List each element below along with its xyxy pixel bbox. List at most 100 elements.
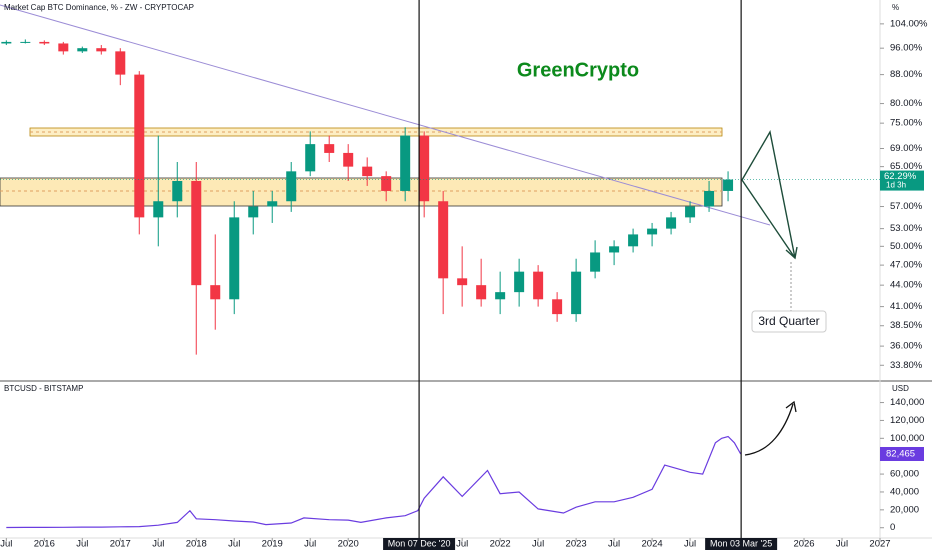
candle-body xyxy=(267,201,278,207)
x-tick-label: 2019 xyxy=(262,539,283,550)
candle-body xyxy=(438,201,449,279)
callout-text: 3rd Quarter xyxy=(758,314,819,328)
candle-body xyxy=(362,166,373,177)
x-tick-label: 2016 xyxy=(34,539,55,550)
y-tick-label: 41.00% xyxy=(890,301,923,312)
time-marker-label: Mon 07 Dec '20 xyxy=(388,538,451,548)
candle-body xyxy=(704,190,715,207)
last-price-label: 62.29% xyxy=(884,171,917,182)
candle-body xyxy=(286,171,297,202)
y-tick-label: 57.00% xyxy=(890,201,923,212)
pane-title: BTCUSD - BITSTAMP xyxy=(4,384,83,393)
candle-body xyxy=(400,135,411,191)
x-tick-label: Jul xyxy=(836,539,848,550)
callout-box xyxy=(751,310,827,333)
y-tick-label: 80.00% xyxy=(890,98,923,109)
y-tick-label: 47.00% xyxy=(890,260,923,271)
candle-body xyxy=(419,135,430,202)
y-tick-label: 53.00% xyxy=(890,223,923,234)
candle-body xyxy=(229,217,240,300)
price-line xyxy=(6,435,742,529)
candle-body xyxy=(248,206,259,218)
y-tick-label: 20,000 xyxy=(890,504,919,515)
candle-body xyxy=(628,234,639,247)
last-price-label: 82,465 xyxy=(886,449,915,460)
candle-body xyxy=(324,144,335,153)
x-tick-label: Jul xyxy=(608,539,620,550)
time-marker-box xyxy=(383,538,456,550)
x-tick-label: 2023 xyxy=(566,539,587,550)
candle-body xyxy=(666,217,677,229)
candle-body xyxy=(1,41,12,44)
time-marker-label: Mon 03 Mar '25 xyxy=(710,538,772,548)
y-tick-label: 65.00% xyxy=(890,161,923,172)
x-tick-label: 2027 xyxy=(869,539,890,550)
candle-body xyxy=(381,176,392,191)
y-tick-label: 40,000 xyxy=(890,486,919,497)
candle-body xyxy=(533,271,544,300)
candle-body xyxy=(343,152,354,167)
y-tick-label: 88.00% xyxy=(890,69,923,80)
candle-body xyxy=(20,41,31,43)
candle-body xyxy=(609,246,620,253)
y-tick-label: 50.00% xyxy=(890,241,923,252)
candle-body xyxy=(552,299,563,315)
x-tick-label: Jul xyxy=(228,539,240,550)
x-tick-label: Jul xyxy=(456,539,468,550)
projection-arrow xyxy=(741,130,796,259)
y-tick-label: 44.00% xyxy=(890,280,923,291)
x-tick-label: 2022 xyxy=(490,539,511,550)
x-tick-label: 2024 xyxy=(642,539,663,550)
candle-body xyxy=(514,271,525,293)
x-tick-label: Jul xyxy=(0,539,12,550)
y-tick-label: 0 xyxy=(890,522,895,533)
last-price-box xyxy=(880,446,924,461)
y-tick-label: 120,000 xyxy=(890,415,924,426)
watermark: GreenCrypto xyxy=(517,59,639,81)
arrow-head xyxy=(785,400,797,413)
candle-body xyxy=(96,48,107,52)
y-tick-label: 100,000 xyxy=(890,433,924,444)
candle-body xyxy=(590,252,601,272)
candle-body xyxy=(647,228,658,235)
candle-body xyxy=(495,292,506,300)
candle-body xyxy=(723,179,734,191)
candle-body xyxy=(134,74,145,218)
candle-body xyxy=(115,51,126,75)
y-tick-label: 104.00% xyxy=(890,18,928,29)
x-tick-label: 2020 xyxy=(338,539,359,550)
x-tick-label: 2017 xyxy=(110,539,131,550)
candle-body xyxy=(571,271,582,315)
projection-arrow xyxy=(744,403,794,456)
candle-body xyxy=(172,180,183,202)
candle-body xyxy=(457,278,468,286)
x-tick-label: Jul xyxy=(304,539,316,550)
y-tick-label: 38.50% xyxy=(890,320,923,331)
x-tick-label: 2018 xyxy=(186,539,207,550)
candle-body xyxy=(685,206,696,218)
x-tick-label: 2026 xyxy=(793,539,814,550)
y-tick-label: 36.00% xyxy=(890,341,923,352)
y-tick-label: 33.80% xyxy=(890,360,923,371)
candle-body xyxy=(153,201,164,218)
candle-body xyxy=(210,285,221,300)
candle-body xyxy=(191,180,202,286)
x-tick-label: Jul xyxy=(76,539,88,550)
countdown: 1d 3h xyxy=(886,181,906,190)
time-marker-box xyxy=(705,538,778,550)
x-tick-label: Jul xyxy=(684,539,696,550)
pane-title: Market Cap BTC Dominance, % - ZW - CRYPT… xyxy=(4,3,194,12)
last-price-box xyxy=(880,170,924,191)
axis-unit: USD xyxy=(892,384,909,393)
trend-line xyxy=(0,4,771,226)
y-tick-label: 96.00% xyxy=(890,43,923,54)
axis-unit: % xyxy=(892,3,899,12)
arrow-head xyxy=(785,246,798,260)
y-tick-label: 75.00% xyxy=(890,118,923,129)
y-tick-label: 60,000 xyxy=(890,469,919,480)
x-tick-label: Jul xyxy=(532,539,544,550)
support-zone xyxy=(0,177,723,207)
